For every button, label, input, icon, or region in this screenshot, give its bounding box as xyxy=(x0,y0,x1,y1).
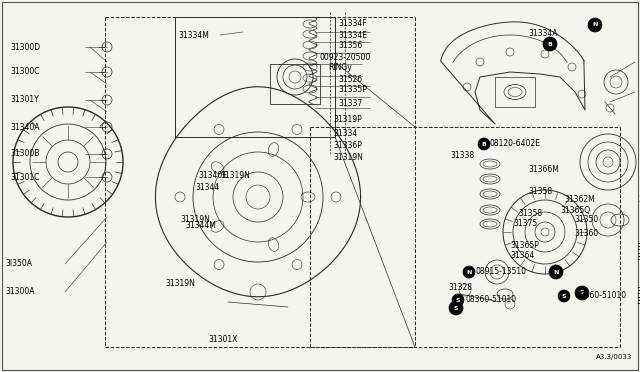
Text: 31301Y: 31301Y xyxy=(10,96,39,105)
Text: 31375: 31375 xyxy=(513,218,537,228)
Text: 31319N: 31319N xyxy=(220,170,250,180)
Text: N: N xyxy=(554,269,559,275)
Text: 31365P: 31365P xyxy=(510,241,539,250)
Text: 31366M: 31366M xyxy=(528,164,559,173)
Circle shape xyxy=(478,138,490,150)
Text: 31300C: 31300C xyxy=(10,67,40,77)
Text: 31358: 31358 xyxy=(518,209,542,218)
Circle shape xyxy=(575,286,589,300)
Text: 31361: 31361 xyxy=(636,286,640,295)
Text: 31336P: 31336P xyxy=(333,141,362,151)
Text: 31334M: 31334M xyxy=(178,31,209,39)
Text: 31300B: 31300B xyxy=(10,150,40,158)
Text: 31319N: 31319N xyxy=(165,279,195,289)
Text: 31337: 31337 xyxy=(338,99,362,109)
Text: 31344: 31344 xyxy=(195,183,220,192)
Text: A3.3/0033: A3.3/0033 xyxy=(596,354,632,360)
Text: S: S xyxy=(580,291,584,295)
Text: 08915-13510: 08915-13510 xyxy=(476,267,527,276)
Text: 31335P: 31335P xyxy=(338,86,367,94)
Text: 3l350A: 3l350A xyxy=(5,260,32,269)
Text: B: B xyxy=(481,141,486,147)
Text: 31362M: 31362M xyxy=(564,196,595,205)
Text: S: S xyxy=(454,305,458,311)
Text: 31358: 31358 xyxy=(528,186,552,196)
Text: 31340A: 31340A xyxy=(10,122,40,131)
Text: 31344M: 31344M xyxy=(185,221,216,230)
Text: 08120-6402E: 08120-6402E xyxy=(490,140,541,148)
Text: 31365Q: 31365Q xyxy=(560,205,590,215)
Text: N: N xyxy=(592,22,598,28)
Text: 31319N: 31319N xyxy=(333,154,363,163)
Text: 31362: 31362 xyxy=(636,298,640,307)
Text: 31338: 31338 xyxy=(450,151,474,160)
Circle shape xyxy=(543,37,557,51)
Text: 31364: 31364 xyxy=(510,250,534,260)
Circle shape xyxy=(588,18,602,32)
Text: S: S xyxy=(456,298,460,302)
Text: B: B xyxy=(548,42,552,46)
Text: 31301C: 31301C xyxy=(10,173,40,182)
Text: 3136l: 3136l xyxy=(636,243,640,251)
Text: 31350: 31350 xyxy=(574,215,598,224)
Text: 31362: 31362 xyxy=(636,253,640,263)
Text: S: S xyxy=(562,294,566,298)
Text: 31360: 31360 xyxy=(574,228,598,237)
Text: 31319P: 31319P xyxy=(333,115,362,125)
Circle shape xyxy=(452,294,464,306)
Text: 31526: 31526 xyxy=(338,74,362,83)
Text: 31300A: 31300A xyxy=(5,288,35,296)
Text: 31334F: 31334F xyxy=(338,19,367,29)
Text: 31340E: 31340E xyxy=(198,170,227,180)
Text: 31334E: 31334E xyxy=(338,31,367,39)
Text: N: N xyxy=(467,269,472,275)
Text: 31300M: 31300M xyxy=(638,196,640,205)
Text: 08360-51010: 08360-51010 xyxy=(465,295,516,305)
Text: 31328: 31328 xyxy=(448,283,472,292)
Circle shape xyxy=(549,265,563,279)
Bar xyxy=(270,64,320,104)
Text: RINGy: RINGy xyxy=(328,64,352,73)
Text: 31319N: 31319N xyxy=(180,215,210,224)
Text: 31356: 31356 xyxy=(338,42,362,51)
Text: 08360-51010: 08360-51010 xyxy=(576,292,627,301)
Circle shape xyxy=(449,301,463,315)
Text: 31334: 31334 xyxy=(333,129,357,138)
Text: 31334A: 31334A xyxy=(528,29,557,38)
Circle shape xyxy=(463,266,475,278)
Text: 31300D: 31300D xyxy=(10,42,40,51)
Circle shape xyxy=(558,290,570,302)
Bar xyxy=(495,77,535,107)
Text: 00923-20500: 00923-20500 xyxy=(320,52,371,61)
Text: 31301X: 31301X xyxy=(208,336,237,344)
